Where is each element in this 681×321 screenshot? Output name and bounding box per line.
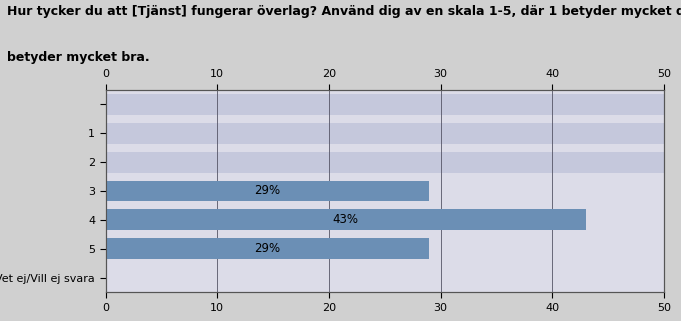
Bar bbox=[106, 123, 664, 143]
Bar bbox=[106, 94, 664, 115]
Bar bbox=[106, 239, 430, 259]
Text: betyder mycket bra.: betyder mycket bra. bbox=[7, 51, 149, 64]
Bar bbox=[106, 181, 430, 201]
Bar bbox=[106, 152, 664, 172]
Text: 29%: 29% bbox=[255, 185, 281, 197]
Bar bbox=[106, 210, 586, 230]
Text: Hur tycker du att [Tjänst] fungerar överlag? Använd dig av en skala 1-5, där 1 b: Hur tycker du att [Tjänst] fungerar över… bbox=[7, 3, 681, 18]
Text: 29%: 29% bbox=[255, 242, 281, 255]
Text: 43%: 43% bbox=[333, 213, 359, 226]
